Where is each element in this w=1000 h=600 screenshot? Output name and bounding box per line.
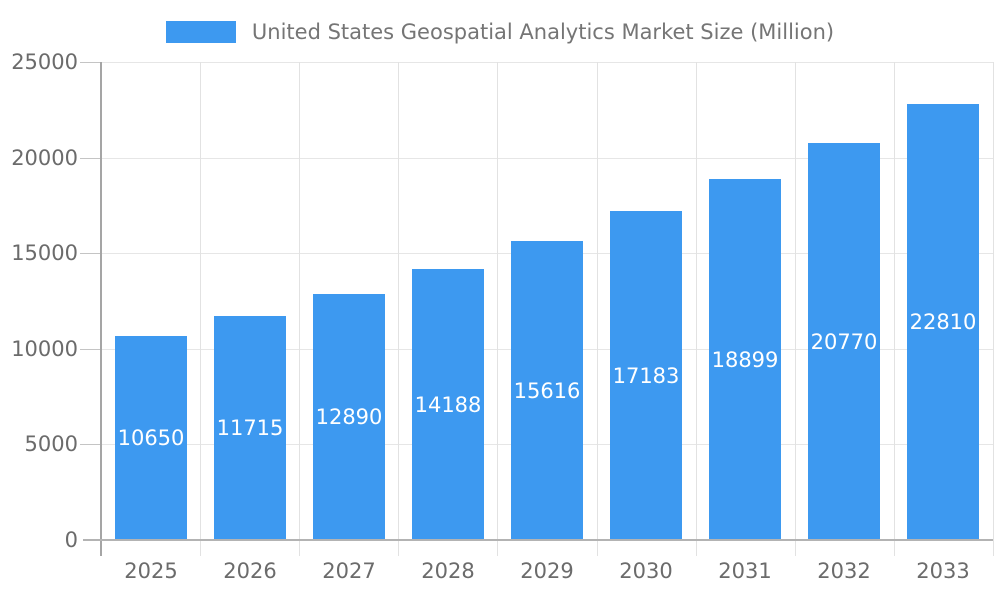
y-axis-tick (80, 444, 101, 445)
y-axis-line (100, 62, 102, 556)
y-axis-tick-label: 0 (64, 528, 78, 552)
x-axis-tick-label: 2025 (124, 559, 178, 583)
x-gridline (398, 62, 399, 556)
bar-value-label: 17183 (612, 364, 680, 388)
x-gridline (299, 62, 300, 556)
bar-value-label: 15616 (513, 379, 581, 403)
bar-value-label: 11715 (216, 416, 284, 440)
x-axis-tick-label: 2027 (322, 559, 376, 583)
x-axis-tick-label: 2030 (619, 559, 673, 583)
bar[interactable] (907, 104, 979, 540)
bar[interactable] (709, 179, 781, 540)
legend-swatch (165, 21, 236, 43)
y-axis-tick-label: 5000 (24, 432, 78, 456)
y-gridline (101, 62, 993, 63)
x-axis-tick-label: 2026 (223, 559, 277, 583)
bar[interactable] (610, 211, 682, 540)
x-gridline (497, 62, 498, 556)
bar[interactable] (808, 143, 880, 540)
y-axis-tick-label: 15000 (11, 241, 78, 265)
chart-title: United States Geospatial Analytics Marke… (251, 20, 835, 44)
y-axis-tick (80, 62, 101, 63)
bar-value-label: 18899 (711, 348, 779, 372)
bar-value-label: 22810 (909, 310, 977, 334)
bar-value-label: 12890 (315, 405, 383, 429)
y-axis-tick-label: 25000 (11, 50, 78, 74)
x-axis-tick-label: 2028 (421, 559, 475, 583)
x-axis-tick-label: 2032 (817, 559, 871, 583)
bar-value-label: 20770 (810, 330, 878, 354)
y-axis-tick-label: 10000 (11, 337, 78, 361)
x-axis-tick-label: 2031 (718, 559, 772, 583)
bar-value-label: 14188 (414, 393, 482, 417)
y-axis-tick (80, 253, 101, 254)
x-gridline (894, 62, 895, 556)
bar[interactable] (115, 336, 187, 540)
y-gridline (101, 158, 993, 159)
x-axis-baseline (83, 539, 993, 541)
bar[interactable] (214, 316, 286, 540)
x-axis-tick-label: 2033 (916, 559, 970, 583)
bar-value-label: 10650 (117, 426, 185, 450)
x-gridline (795, 62, 796, 556)
bar[interactable] (313, 294, 385, 540)
x-gridline (696, 62, 697, 556)
x-gridline (597, 62, 598, 556)
y-axis-tick (80, 158, 101, 159)
y-axis-tick (80, 349, 101, 350)
x-gridline (200, 62, 201, 556)
x-gridline (993, 62, 994, 556)
bar[interactable] (511, 241, 583, 540)
x-axis-tick-label: 2029 (520, 559, 574, 583)
chart-legend: United States Geospatial Analytics Marke… (0, 17, 1000, 47)
y-axis-tick-label: 20000 (11, 146, 78, 170)
bar[interactable] (412, 269, 484, 540)
